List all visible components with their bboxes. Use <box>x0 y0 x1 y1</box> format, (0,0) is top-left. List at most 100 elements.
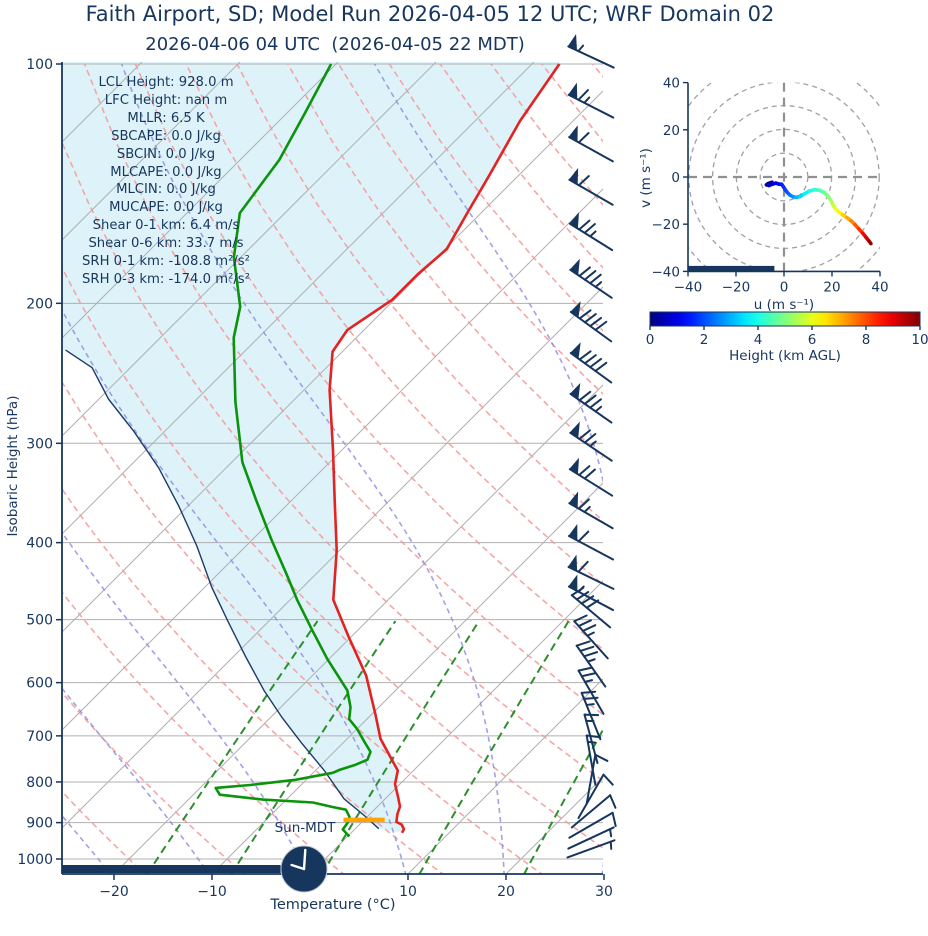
hodograph-y-axis-label: v (m s⁻¹) <box>638 148 654 208</box>
hodograph-u-tick-label: 40 <box>871 279 888 295</box>
hodograph-u-tick-label: 20 <box>823 279 840 295</box>
hodograph-v-tick-label: −40 <box>652 264 681 280</box>
valid-time-subtitle: 2026-04-06 04 UTC (2026-04-05 22 MDT) <box>145 34 525 55</box>
wind-barb <box>568 811 617 839</box>
stat-mlcin: MLCIN: 0.0 J/kg <box>116 182 216 198</box>
wind-barb <box>567 82 615 119</box>
page-title: Faith Airport, SD; Model Run 2026-04-05 … <box>85 2 775 26</box>
sun-time-label: Sun-MDT <box>274 820 336 836</box>
wind-barb <box>570 586 612 629</box>
isotherm-line <box>62 188 603 731</box>
moist-adiabat-line <box>62 531 309 874</box>
temperature-tick-label: 30 <box>595 884 613 900</box>
stat-shear01: Shear 0-1 km: 6.4 m/s <box>92 218 240 234</box>
wind-barb <box>568 457 614 497</box>
temperature-tick-label: 10 <box>399 884 417 900</box>
stat-sbcape: SBCAPE: 0.0 J/kg <box>111 128 221 144</box>
pressure-tick-label: 500 <box>26 613 53 629</box>
hodograph-bottom-bar <box>688 265 775 272</box>
height-colorbar <box>649 311 921 327</box>
stat-sbcin: SBCIN: 0.0 J/kg <box>116 146 216 162</box>
stat-mlcape: MLCAPE: 0.0 J/kg <box>110 164 222 180</box>
skewt-y-axis-label: Isobaric Height (hPa) <box>5 395 21 537</box>
mixing-ratio-line <box>418 620 570 874</box>
skewt-x-axis-label: Temperature (°C) <box>270 897 396 913</box>
hodograph-x-axis-label: u (m s⁻¹) <box>753 297 815 313</box>
wind-barb <box>569 258 613 299</box>
pressure-tick-label: 800 <box>26 775 53 791</box>
clock-icon <box>280 845 328 893</box>
dry-adiabat-line <box>62 590 345 874</box>
colorbar-tick-label: 4 <box>754 332 763 348</box>
dry-adiabat-line <box>490 63 603 207</box>
isotherm-line <box>309 580 603 874</box>
dry-adiabat-line <box>83 63 603 716</box>
isotherm-line <box>702 62 928 874</box>
wind-barb <box>567 34 615 69</box>
stat-lfc: LFC Height: nan m <box>104 92 228 108</box>
dry-adiabat-line <box>62 790 147 874</box>
pressure-tick-label: 100 <box>26 57 53 73</box>
night-span-bar <box>62 865 281 873</box>
hodograph-u-tick-label: 0 <box>780 279 789 295</box>
moist-adiabat-line <box>700 64 813 876</box>
wind-barb <box>569 421 613 462</box>
pressure-tick-label: 900 <box>26 816 53 832</box>
wind-barb <box>568 491 614 530</box>
mixing-ratio-line <box>614 621 747 874</box>
moist-adiabat-line <box>120 63 505 874</box>
wind-barb <box>585 753 609 805</box>
wind-barb <box>569 342 613 384</box>
wind-barb <box>577 773 614 819</box>
temperature-tick-label: −20 <box>99 884 129 900</box>
stat-srh03: SRH 0-3 km: -174.0 m²/s² <box>82 271 250 287</box>
hodograph-range-ring <box>759 152 809 202</box>
sounding-stats-block: LCL Height: 928.0 m LFC Height: nan m ML… <box>34 74 298 289</box>
dry-adiabat-line <box>541 63 603 143</box>
pressure-tick-label: 1000 <box>17 852 53 868</box>
colorbar-tick-label: 6 <box>808 332 817 348</box>
hodograph-trace-segment <box>867 239 873 246</box>
dry-adiabat-line <box>439 63 603 269</box>
moist-adiabat-line <box>62 308 407 874</box>
hodograph-v-tick-label: 20 <box>663 123 680 139</box>
isotherm-line <box>407 678 603 874</box>
temperature-tick-label: −10 <box>197 884 227 900</box>
wind-barb <box>568 168 614 206</box>
pressure-tick-label: 300 <box>26 436 53 452</box>
stat-lcl: LCL Height: 928.0 m <box>98 75 234 90</box>
dry-adiabat-line <box>287 63 603 459</box>
wind-barb <box>568 125 614 163</box>
mixing-ratio-line <box>230 620 397 874</box>
mixing-ratio-line <box>320 620 480 874</box>
wind-barb <box>577 666 605 715</box>
colorbar-tick-label: 10 <box>911 332 928 348</box>
stat-mucape: MUCAPE: 0.0 J/kg <box>109 200 223 216</box>
isotherm-line <box>62 62 339 339</box>
hodograph-plot-area <box>688 82 880 272</box>
pressure-tick-label: 400 <box>26 536 53 552</box>
colorbar-tick-label: 2 <box>700 332 709 348</box>
wind-barb <box>569 382 613 424</box>
colorbar-label: Height (km AGL) <box>729 348 841 364</box>
dry-adiabat-line <box>236 63 603 522</box>
hodograph-u-tick-label: −40 <box>674 279 703 295</box>
hodograph-u-tick-label: −20 <box>722 279 751 295</box>
parcel-profile-line <box>65 349 380 830</box>
wind-barb <box>567 554 615 590</box>
isotherm-line <box>211 482 603 874</box>
wind-barb <box>567 826 615 850</box>
isotherm-line <box>113 384 603 874</box>
hodograph-v-tick-label: 40 <box>663 76 680 92</box>
stat-shear06: Shear 0-6 km: 33.7 m/s <box>88 236 244 252</box>
isotherm-line <box>62 286 603 829</box>
mixing-ratio-line <box>146 620 319 874</box>
isotherm-line <box>62 62 437 437</box>
skewt-plot-area <box>62 62 928 876</box>
temperature-curve <box>328 63 561 834</box>
dry-adiabat-line <box>134 63 603 651</box>
wind-barb <box>566 839 616 859</box>
wind-barb <box>580 690 602 741</box>
dewpoint-curve <box>214 63 372 838</box>
